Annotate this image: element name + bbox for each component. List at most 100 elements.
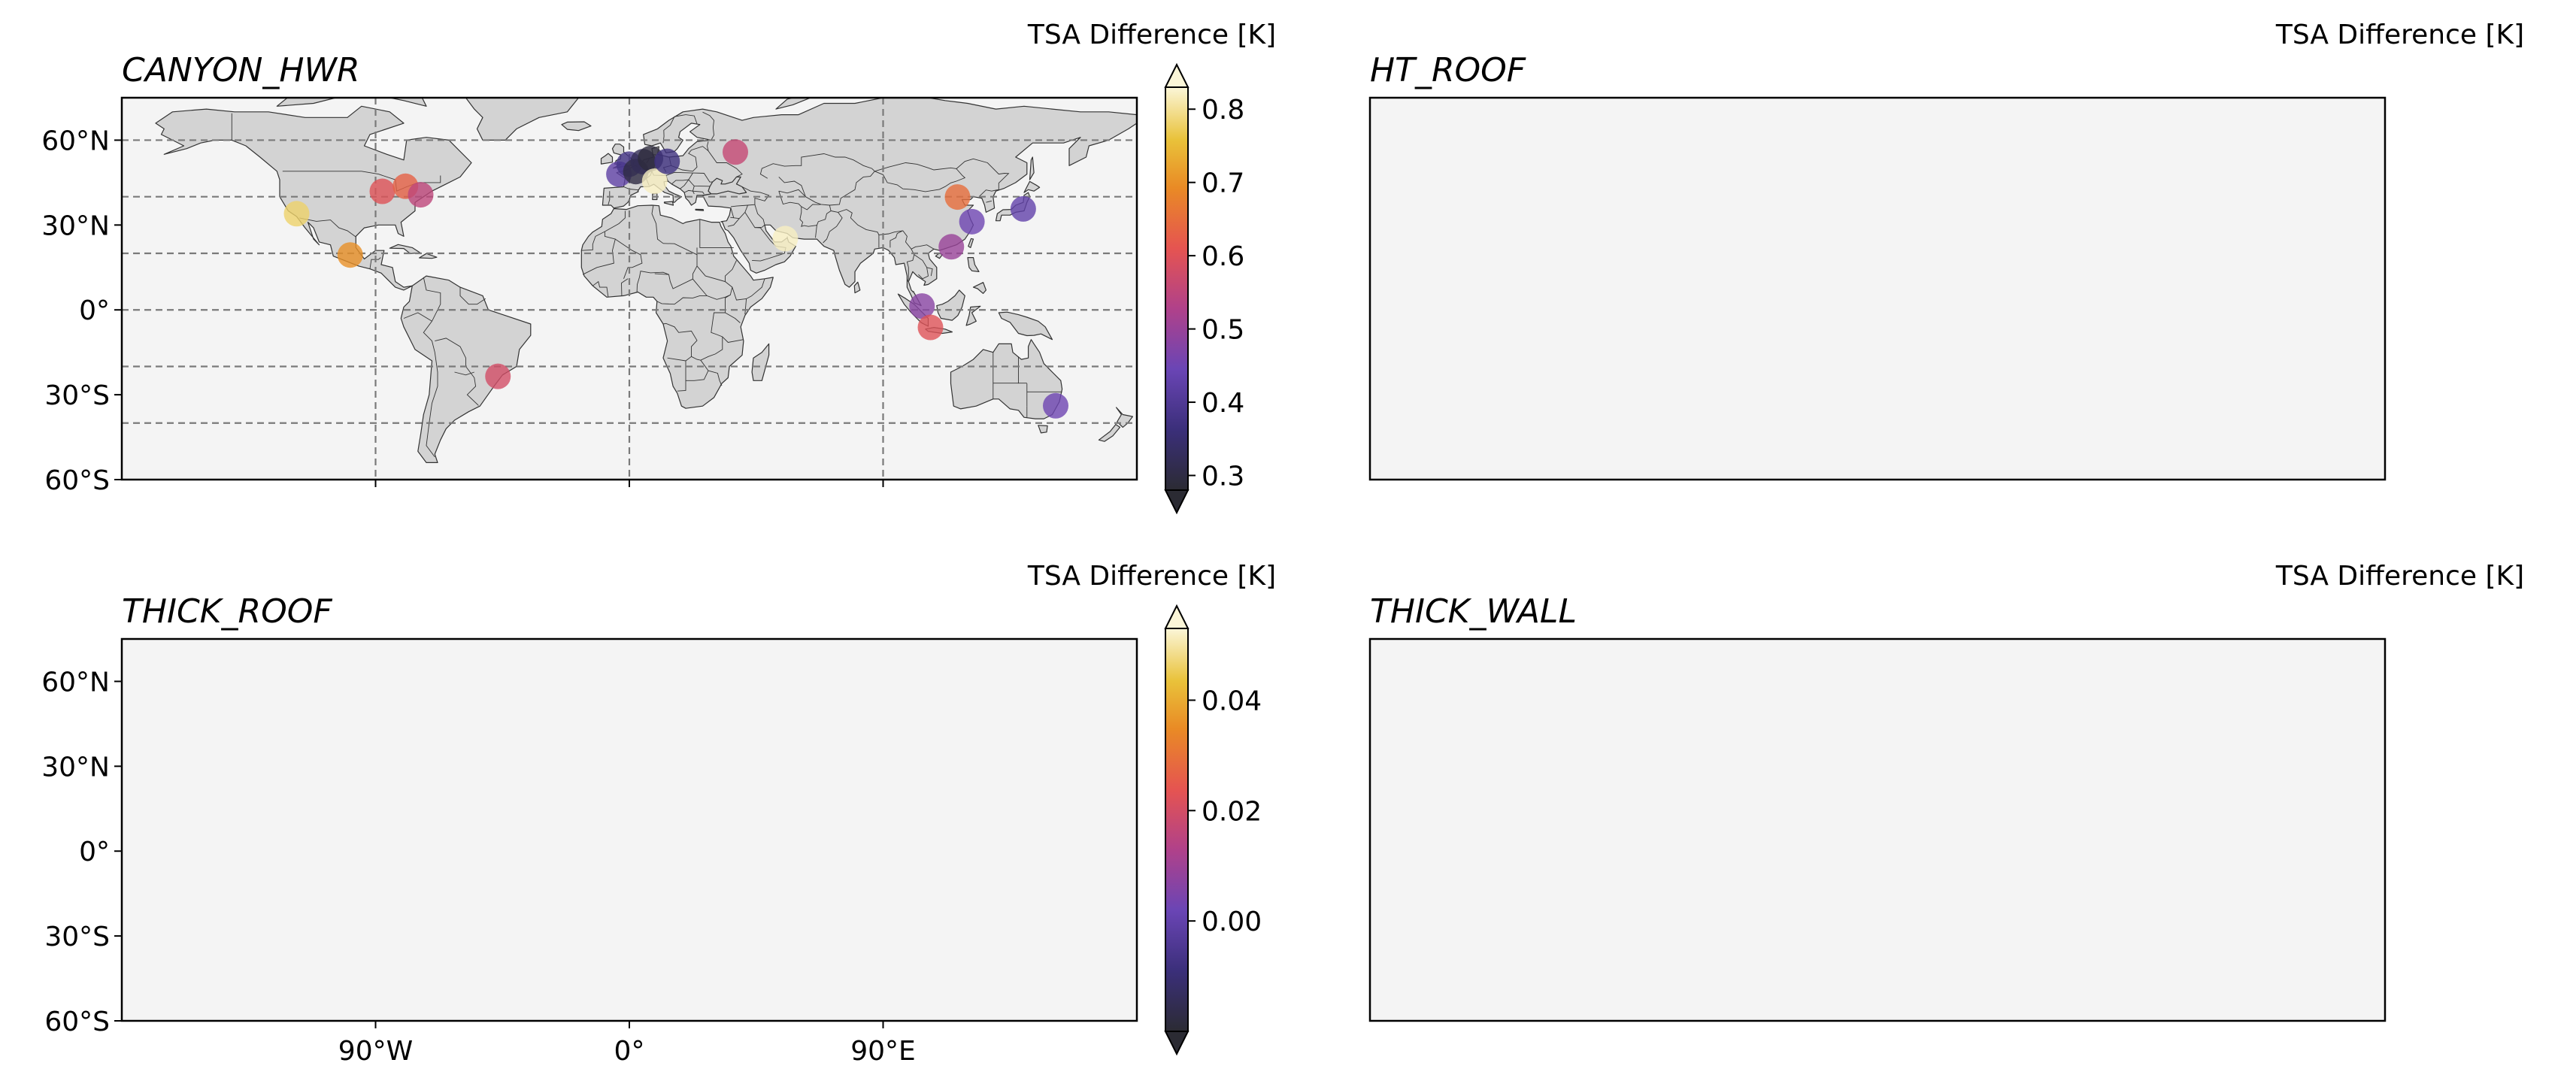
land-polygon [967, 257, 980, 272]
land-polygon [663, 201, 674, 206]
country-border [582, 232, 616, 275]
colorbar-label: TSA Difference [K] [1027, 561, 1276, 592]
country-border [605, 210, 626, 232]
country-border [730, 204, 748, 220]
land-polygon [419, 253, 438, 259]
lat-tick-label: 30°S [44, 380, 110, 411]
country-border [711, 312, 744, 343]
country-border [686, 370, 709, 381]
lat-tick-label: 60°N [41, 126, 110, 156]
land-polygon [853, 281, 861, 294]
country-border [778, 189, 806, 198]
colorbar: TSA Difference [K] [1027, 561, 1276, 592]
country-border [454, 371, 474, 376]
panel-title: THICK_WALL [1370, 592, 1577, 631]
country-border [754, 204, 765, 226]
country-border [707, 141, 709, 151]
land-polygon [998, 311, 1053, 341]
country-border [914, 254, 929, 280]
city-point [283, 201, 310, 227]
panel-thick-roof: THICK_ROOF TSA Difference [K] [120, 561, 1276, 1022]
land-polygon [1038, 425, 1048, 434]
land-polygon [897, 83, 923, 89]
panel-canyon-hwr: CANYON_HWR 60°N 30°N 0° 30°S 60°S TSA Differ… [41, 20, 1276, 531]
country-border [778, 191, 817, 238]
colorbar-tick-label: 0.00 [1202, 907, 1262, 937]
land-polygon [663, 83, 700, 93]
city-point [1043, 392, 1068, 419]
map-axes: 60°N 30°N 0° 30°S 60°S [41, 126, 884, 496]
land-polygon [462, 98, 580, 141]
city-point [944, 184, 971, 210]
country-border [816, 204, 832, 226]
country-border [727, 218, 740, 227]
colorbar-label: TSA Difference [K] [2275, 561, 2524, 592]
lat-tick-label: 30°S [44, 922, 110, 952]
lat-tick-label: 30°N [41, 210, 110, 241]
map-ocean [122, 639, 1137, 1021]
panel-title: HT_ROOF [1370, 51, 1526, 89]
land-polygon [972, 282, 986, 294]
country-border [680, 179, 689, 189]
city-point [369, 178, 395, 204]
colorbar-tick-label: 0.3 [1202, 462, 1244, 492]
country-border [730, 186, 770, 207]
country-border [656, 295, 708, 305]
land-polygon [968, 238, 974, 248]
city-point [654, 148, 680, 174]
colorbar-tick-label: 0.4 [1202, 388, 1244, 419]
city-point [337, 242, 363, 268]
colorbar-gradient [1165, 628, 1189, 1032]
colorbar-gradient [1165, 86, 1189, 491]
colorbar-label: TSA Difference [K] [2275, 20, 2524, 50]
country-border [636, 243, 698, 292]
country-border [651, 204, 664, 244]
country-border [986, 200, 993, 203]
map-ocean [1370, 639, 2385, 1021]
colorbar-extend-max [1164, 604, 1190, 629]
city-points [283, 139, 1068, 419]
land-polygon [276, 98, 427, 107]
country-border [831, 209, 903, 235]
country-border [621, 278, 629, 296]
city-point [909, 293, 935, 319]
country-border [459, 287, 486, 305]
land-polygon [122, 491, 1137, 531]
city-point [485, 363, 511, 389]
map-axes: 60°N 30°N 0° 30°S 60°S 90°W 0° 90°E [41, 667, 916, 1067]
country-border [744, 212, 765, 229]
colorbar-extend-min [1164, 489, 1190, 515]
country-border [874, 158, 1010, 191]
country-border [692, 278, 733, 300]
map-frame [120, 637, 1138, 1022]
city-point [938, 234, 965, 260]
country-border [299, 217, 356, 238]
land-polygon [751, 343, 770, 381]
colorbar-tick-label: 0.6 [1202, 241, 1244, 272]
city-point [959, 208, 985, 235]
land-polygon [600, 153, 614, 165]
land-polygon [950, 339, 1063, 419]
land-polygon [995, 192, 1031, 222]
lat-tick-label: 0° [79, 837, 110, 867]
panel-ht-roof: HT_ROOF 60°N 30°N 0° 30°S 60°S 90°W 0° 90°E TSA… [41, 20, 2524, 1067]
country-border [699, 219, 734, 248]
colorbar: TSA Difference [K] 0.00 0.02 0.04 [1164, 20, 2524, 1056]
country-border [902, 230, 935, 250]
map-frame [1368, 96, 2387, 481]
colorbar-label: TSA Difference [K] [1027, 20, 1276, 50]
country-border [730, 207, 735, 219]
map-ocean [1370, 98, 2385, 480]
country-border [662, 114, 686, 144]
country-border [732, 278, 765, 301]
country-border [978, 189, 996, 198]
country-border [683, 189, 695, 195]
colorbar: TSA Difference [K] [2275, 561, 2524, 592]
colorbar-tick-label: 0.7 [1202, 168, 1244, 199]
lat-tick-label: 0° [79, 295, 110, 326]
country-border [696, 260, 737, 283]
country-border [874, 168, 966, 192]
land-polygon [663, 625, 700, 634]
land-polygon [1023, 180, 1041, 193]
